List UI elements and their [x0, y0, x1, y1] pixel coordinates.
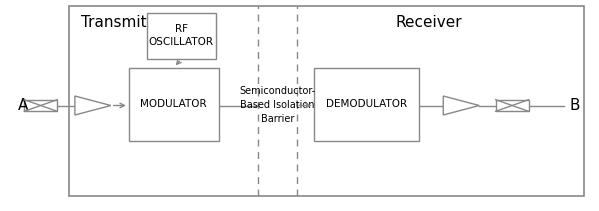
Bar [25, 100, 58, 111]
Bar [69, 6, 584, 196]
Polygon shape [75, 96, 111, 115]
Text: RF
OSCILLATOR: RF OSCILLATOR [149, 24, 214, 47]
Text: Semiconductor-
Based Isolation
Barrier: Semiconductor- Based Isolation Barrier [239, 87, 316, 124]
Text: DEMODULATOR: DEMODULATOR [326, 99, 407, 110]
Text: Transmitter: Transmitter [81, 15, 168, 30]
Bar [129, 68, 219, 141]
Bar [147, 13, 216, 59]
Text: Receiver: Receiver [395, 15, 462, 30]
Bar [314, 68, 419, 141]
Polygon shape [443, 96, 479, 115]
Text: B: B [570, 98, 580, 113]
Text: A: A [17, 98, 28, 113]
Bar [496, 100, 529, 111]
Text: MODULATOR: MODULATOR [140, 99, 207, 110]
